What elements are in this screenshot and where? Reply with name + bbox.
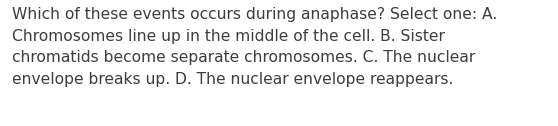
Text: Which of these events occurs during anaphase? Select one: A.
Chromosomes line up: Which of these events occurs during anap… [12,7,497,87]
